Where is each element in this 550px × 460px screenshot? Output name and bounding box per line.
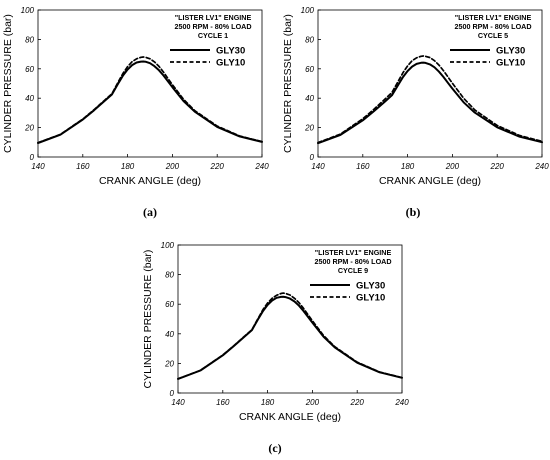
series-line-gly30 — [317, 61, 543, 145]
chart-panel-1: 0 20 40 60 80 100 140 160 180 200 220 240 CRANK ANGL… — [2, 6, 269, 219]
legend-title-line: 2500 RPM - 80% LOAD — [314, 257, 391, 266]
legend-label-gly30: GLY30 — [496, 46, 525, 57]
legend-label-gly10: GLY10 — [356, 293, 385, 304]
x-tick-label: 220 — [210, 162, 225, 171]
series-line-gly10 — [177, 292, 403, 380]
panel-label: (c) — [268, 441, 281, 455]
y-tick-label: 40 — [25, 94, 34, 103]
legend-title-line: 2500 RPM - 80% LOAD — [174, 22, 251, 31]
y-tick-label: 60 — [305, 65, 314, 74]
legend-title-line: "LISTER LV1" ENGINE — [455, 13, 532, 22]
x-tick-label: 180 — [121, 162, 135, 171]
y-axis-label: CYLINDER PRESSURE (bar) — [282, 14, 294, 153]
x-tick-label: 200 — [305, 398, 320, 407]
legend-title-line: CYCLE 1 — [198, 31, 228, 40]
y-axis-label: CYLINDER PRESSURE (bar) — [142, 250, 154, 389]
x-tick-label: 160 — [216, 398, 230, 407]
legend-title-line: CYCLE 9 — [338, 266, 368, 275]
plot-frame — [317, 9, 543, 158]
legend-label-gly10: GLY10 — [216, 58, 245, 69]
x-tick-label: 240 — [534, 162, 549, 171]
x-tick-label: 180 — [261, 398, 275, 407]
series-line-gly10 — [317, 55, 543, 144]
panel-label: (a) — [143, 205, 157, 219]
y-tick-label: 0 — [310, 153, 315, 162]
x-tick-label: 220 — [490, 162, 505, 171]
y-tick-label: 20 — [164, 359, 174, 368]
x-tick-label: 240 — [254, 162, 269, 171]
panel-label: (b) — [406, 205, 421, 219]
x-tick-label: 140 — [171, 398, 185, 407]
y-tick-label: 40 — [305, 94, 314, 103]
x-tick-label: 140 — [311, 162, 325, 171]
legend-label-gly10: GLY10 — [496, 58, 525, 69]
y-tick-label: 100 — [21, 6, 35, 15]
y-tick-label: 20 — [24, 124, 34, 133]
x-tick-label: 160 — [76, 162, 90, 171]
x-tick-label: 140 — [31, 162, 45, 171]
legend-label-gly30: GLY30 — [356, 281, 385, 292]
x-tick-label: 240 — [394, 398, 409, 407]
y-tick-label: 20 — [304, 124, 314, 133]
x-tick-label: 180 — [401, 162, 415, 171]
series-line-gly10 — [37, 56, 263, 144]
x-tick-label: 200 — [445, 162, 460, 171]
y-tick-label: 80 — [305, 35, 314, 44]
chart-panel-3: 0 20 40 60 80 100 140 160 180 200 220 240 CRANK ANGL… — [142, 241, 409, 455]
y-axis-label: CYLINDER PRESSURE (bar) — [2, 14, 14, 153]
y-tick-label: 60 — [165, 300, 174, 309]
y-tick-label: 60 — [25, 65, 34, 74]
x-tick-label: 220 — [350, 398, 365, 407]
x-tick-label: 160 — [356, 162, 370, 171]
x-axis-label: CRANK ANGLE (deg) — [239, 411, 341, 423]
chart-panel-2: 0 20 40 60 80 100 140 160 180 200 220 240 CRANK ANGL… — [282, 6, 549, 219]
y-tick-label: 100 — [301, 6, 315, 15]
plot-frame — [177, 244, 403, 394]
x-axis-label: CRANK ANGLE (deg) — [99, 175, 201, 187]
y-tick-label: 0 — [30, 153, 35, 162]
y-tick-label: 0 — [170, 389, 175, 398]
legend-title-line: CYCLE 5 — [478, 31, 508, 40]
y-tick-label: 40 — [165, 330, 174, 339]
y-tick-label: 80 — [165, 271, 174, 280]
plot-frame — [37, 9, 263, 158]
y-tick-label: 100 — [161, 241, 175, 250]
legend-label-gly30: GLY30 — [216, 46, 245, 57]
x-tick-label: 200 — [165, 162, 180, 171]
legend-title-line: "LISTER LV1" ENGINE — [175, 13, 252, 22]
legend-title-line: 2500 RPM - 80% LOAD — [454, 22, 531, 31]
x-axis-label: CRANK ANGLE (deg) — [379, 175, 481, 187]
legend-title-line: "LISTER LV1" ENGINE — [315, 248, 392, 257]
y-tick-label: 80 — [25, 35, 34, 44]
